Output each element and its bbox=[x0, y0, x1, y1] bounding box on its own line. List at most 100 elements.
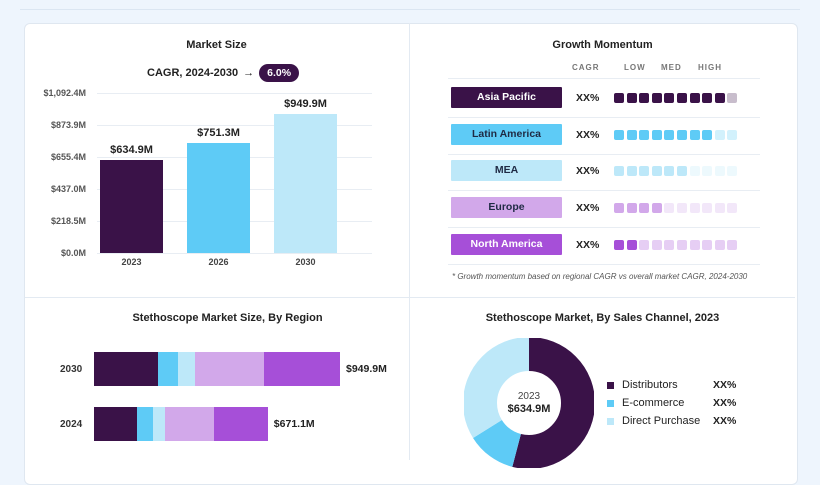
momentum-square-filled bbox=[651, 166, 662, 176]
momentum-square-empty bbox=[664, 203, 675, 213]
vertical-divider bbox=[409, 23, 410, 460]
cagr-value-pill: 6.0% bbox=[259, 64, 300, 82]
momentum-square-filled bbox=[614, 130, 624, 140]
bar-data-label: $949.9M bbox=[284, 97, 327, 110]
region-label: Asia Pacific bbox=[451, 87, 562, 108]
row-separator bbox=[448, 117, 760, 118]
momentum-square-filled bbox=[702, 93, 713, 103]
momentum-square-empty bbox=[702, 240, 713, 250]
bar-data-label: $634.9M bbox=[110, 144, 153, 156]
header-cagr: CAGR bbox=[572, 63, 600, 72]
market-size-bar bbox=[274, 113, 337, 253]
donut-center-value: $634.9M bbox=[507, 403, 551, 415]
y-tick-label: $0.0M bbox=[60, 248, 86, 258]
momentum-square-empty bbox=[689, 166, 700, 176]
header-high: HIGH bbox=[698, 63, 722, 72]
momentum-square-empty bbox=[727, 240, 738, 250]
momentum-square-empty bbox=[702, 166, 713, 176]
momentum-square-filled bbox=[626, 93, 637, 103]
legend-item: E-commerce bbox=[607, 397, 684, 409]
momentum-square-filled bbox=[626, 240, 637, 250]
legend-swatch bbox=[607, 417, 614, 425]
gridline bbox=[97, 93, 372, 94]
top-divider bbox=[20, 9, 800, 10]
momentum-square-filled bbox=[614, 203, 624, 213]
legend-value: XX% bbox=[713, 415, 737, 427]
header-low: LOW bbox=[624, 63, 646, 72]
momentum-square-empty bbox=[689, 240, 700, 250]
momentum-square-empty bbox=[664, 240, 675, 250]
momentum-square-filled bbox=[664, 93, 675, 103]
momentum-square-empty bbox=[677, 240, 687, 250]
momentum-square-empty bbox=[714, 203, 725, 213]
momentum-square-filled bbox=[614, 93, 624, 103]
momentum-square-empty bbox=[651, 240, 662, 250]
momentum-square-filled bbox=[714, 93, 725, 103]
arrow-right-icon: → bbox=[243, 67, 255, 79]
growth-footnote: * Growth momentum based on regional CAGR… bbox=[452, 272, 748, 281]
region-bar-segment bbox=[213, 407, 268, 441]
momentum-square-filled bbox=[689, 93, 700, 103]
momentum-square-filled bbox=[639, 203, 650, 213]
momentum-square-filled bbox=[639, 130, 650, 140]
cagr-value: XX% bbox=[576, 129, 600, 141]
momentum-square-filled bbox=[639, 93, 650, 103]
region-bar-segment bbox=[177, 352, 195, 386]
momentum-square-empty bbox=[727, 203, 738, 213]
region-bar-total: $949.9M bbox=[346, 363, 387, 375]
region-bar-segment bbox=[157, 352, 178, 386]
region-bar-year: 2024 bbox=[60, 419, 83, 430]
row-separator bbox=[448, 78, 760, 79]
legend-item: Direct Purchase bbox=[607, 415, 700, 427]
momentum-square-empty bbox=[727, 166, 738, 176]
region-bar-segment bbox=[94, 352, 158, 386]
y-tick-label: $437.0M bbox=[50, 184, 86, 194]
header-med: MED bbox=[661, 63, 682, 72]
legend-label: Distributors bbox=[622, 379, 678, 391]
region-bar-segment bbox=[153, 407, 166, 441]
legend-item: Distributors bbox=[607, 379, 678, 391]
channel-donut bbox=[464, 338, 594, 468]
momentum-square-filled bbox=[614, 240, 624, 250]
momentum-square-filled bbox=[689, 130, 700, 140]
x-tick-label: 2026 bbox=[208, 257, 229, 267]
momentum-square-filled bbox=[651, 93, 662, 103]
momentum-square-empty bbox=[714, 166, 725, 176]
cagr-label: CAGR, 2024-2030 bbox=[147, 67, 239, 79]
legend-swatch bbox=[607, 399, 614, 407]
market-size-bar bbox=[187, 142, 250, 253]
momentum-square-filled bbox=[651, 203, 662, 213]
cagr-value: XX% bbox=[576, 202, 600, 214]
donut-center-year: 2023 bbox=[517, 391, 541, 402]
region-bar-segment bbox=[194, 352, 264, 386]
momentum-square-filled bbox=[626, 130, 637, 140]
momentum-square-empty bbox=[702, 203, 713, 213]
momentum-square-filled bbox=[702, 130, 713, 140]
row-separator bbox=[448, 190, 760, 191]
momentum-square-empty bbox=[714, 130, 725, 140]
x-tick-label: 2030 bbox=[295, 257, 316, 267]
region-label: Europe bbox=[451, 197, 562, 218]
region-bar-segment bbox=[165, 407, 214, 441]
momentum-square-empty bbox=[689, 203, 700, 213]
region-bar-segment bbox=[137, 407, 154, 441]
gridline bbox=[97, 253, 372, 254]
legend-label: Direct Purchase bbox=[622, 415, 701, 427]
momentum-square-filled bbox=[677, 93, 687, 103]
momentum-square-filled bbox=[664, 130, 675, 140]
momentum-square-filled bbox=[626, 166, 637, 176]
momentum-square-empty bbox=[727, 130, 738, 140]
market-size-bar bbox=[100, 160, 163, 253]
row-separator bbox=[448, 227, 760, 228]
momentum-square-filled bbox=[626, 203, 637, 213]
momentum-square-filled bbox=[639, 166, 650, 176]
region-label: North America bbox=[451, 234, 562, 255]
bar-data-label: $751.3M bbox=[197, 126, 240, 139]
momentum-square-empty bbox=[677, 203, 687, 213]
region-chart-title: Stethoscope Market Size, By Region bbox=[132, 312, 323, 324]
horizontal-divider bbox=[25, 297, 795, 298]
cagr-value: XX% bbox=[576, 239, 600, 251]
gridline bbox=[97, 125, 372, 126]
momentum-square-empty bbox=[714, 240, 725, 250]
x-tick-label: 2023 bbox=[121, 257, 142, 267]
